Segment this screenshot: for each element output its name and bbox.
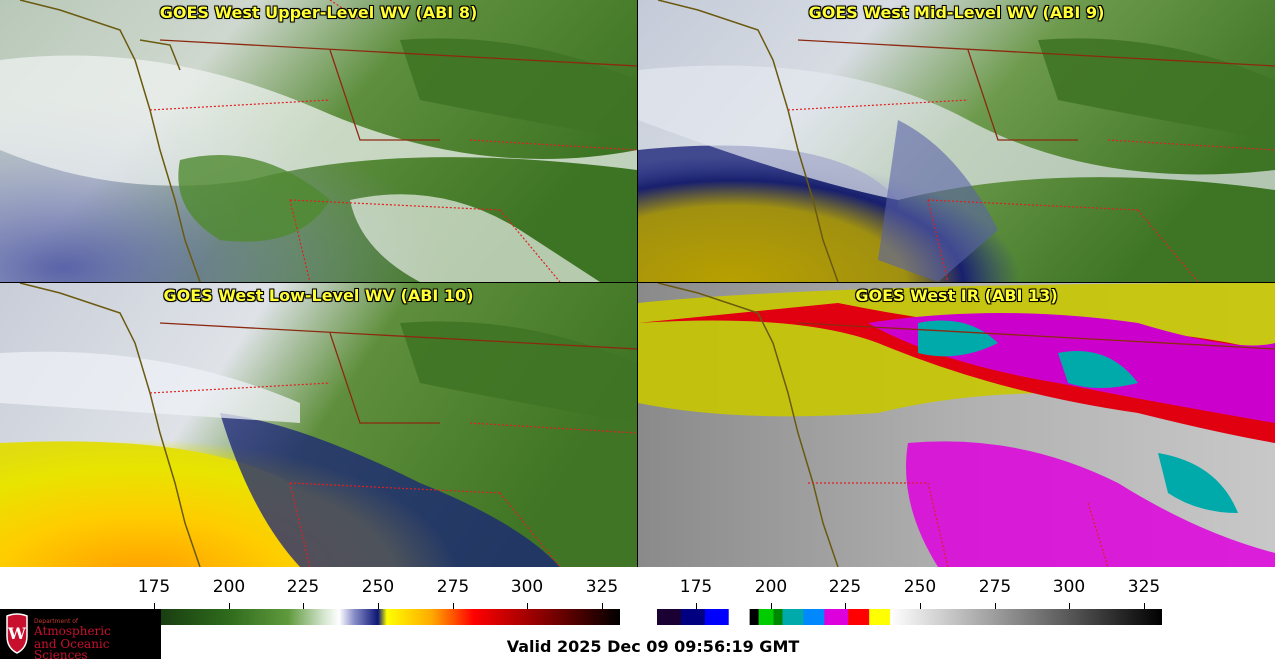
ir-colorbar-segment bbox=[704, 609, 730, 625]
ir-colorbar-segment bbox=[848, 609, 870, 625]
upper-level-wv-panel: GOES West Upper-Level WV (ABI 8) bbox=[0, 0, 637, 282]
mid-level-wv-panel: GOES West Mid-Level WV (ABI 9) bbox=[638, 0, 1275, 282]
ir-colorbar-segment bbox=[728, 609, 751, 625]
ir-panel: GOES West IR (ABI 13) bbox=[638, 283, 1275, 567]
ir-colorbar-segment bbox=[782, 609, 804, 625]
ir-colorbar-segment bbox=[773, 609, 783, 625]
ir-colorbar-segment bbox=[869, 609, 891, 625]
wv-tick bbox=[378, 603, 379, 609]
ir-colorbar bbox=[657, 609, 1163, 625]
wv-tick bbox=[303, 603, 304, 609]
ir-colorbar-segments bbox=[657, 609, 1163, 625]
wv-tick bbox=[229, 603, 230, 609]
upper-level-wv-image bbox=[0, 0, 637, 282]
wv-tick-label: 275 bbox=[436, 577, 470, 597]
wv-tick bbox=[154, 603, 155, 609]
wv-colorbar-fill bbox=[115, 609, 620, 625]
panel-title: GOES West Low-Level WV (ABI 10) bbox=[163, 286, 474, 305]
wv-colorbar bbox=[115, 609, 620, 625]
ir-colorbar-segment bbox=[890, 609, 1163, 625]
ir-tick-label: 225 bbox=[828, 577, 862, 597]
panel-title: GOES West Mid-Level WV (ABI 9) bbox=[808, 3, 1105, 22]
ir-tick bbox=[696, 603, 697, 609]
aos-logo: W Department of Atmospheric and Oceanic … bbox=[0, 609, 161, 662]
wv-tick bbox=[602, 603, 603, 609]
ir-tick bbox=[771, 603, 772, 609]
wv-colorbar-gradient bbox=[115, 609, 620, 625]
ir-tick bbox=[845, 603, 846, 609]
wv-tick bbox=[453, 603, 454, 609]
mid-level-wv-image bbox=[638, 0, 1275, 282]
low-level-wv-image bbox=[0, 283, 637, 567]
ir-tick bbox=[1069, 603, 1070, 609]
ir-tick bbox=[920, 603, 921, 609]
svg-text:W: W bbox=[7, 624, 27, 643]
ir-tick-label: 325 bbox=[1127, 577, 1161, 597]
ir-tick bbox=[995, 603, 996, 609]
ir-colorbar-segment bbox=[657, 609, 682, 625]
wv-tick-label: 200 bbox=[212, 577, 246, 597]
panel-title: GOES West IR (ABI 13) bbox=[855, 286, 1058, 305]
logo-department-text: Department of bbox=[34, 618, 78, 625]
ir-colorbar-segment bbox=[680, 609, 706, 625]
logo-oceanic-text: and Oceanic Sciences bbox=[34, 637, 110, 662]
ir-colorbar-segment bbox=[749, 609, 760, 625]
ir-tick-label: 275 bbox=[978, 577, 1012, 597]
ir-image bbox=[638, 283, 1275, 567]
ir-tick-label: 175 bbox=[679, 577, 713, 597]
low-level-wv-panel: GOES West Low-Level WV (ABI 10) bbox=[0, 283, 637, 567]
logo-atmospheric-text: Atmospheric bbox=[34, 624, 111, 638]
ir-tick-label: 300 bbox=[1052, 577, 1086, 597]
wv-tick-label: 300 bbox=[510, 577, 544, 597]
ir-colorbar-segment bbox=[758, 609, 775, 625]
panel-divider bbox=[0, 282, 1275, 283]
ir-colorbar-segment bbox=[803, 609, 825, 625]
ir-tick-label: 250 bbox=[903, 577, 937, 597]
wv-tick-label: 325 bbox=[585, 577, 619, 597]
valid-time: Valid 2025 Dec 09 09:56:19 GMT bbox=[506, 637, 800, 656]
wv-tick-label: 250 bbox=[361, 577, 395, 597]
wv-tick-label: 175 bbox=[137, 577, 171, 597]
ir-colorbar-segment bbox=[824, 609, 849, 625]
panel-title: GOES West Upper-Level WV (ABI 8) bbox=[159, 3, 478, 22]
panel-divider bbox=[637, 0, 638, 567]
uw-crest-icon: W bbox=[6, 613, 28, 654]
ir-tick-label: 200 bbox=[754, 577, 788, 597]
wv-tick-label: 225 bbox=[286, 577, 320, 597]
wv-tick bbox=[527, 603, 528, 609]
ir-tick bbox=[1144, 603, 1145, 609]
